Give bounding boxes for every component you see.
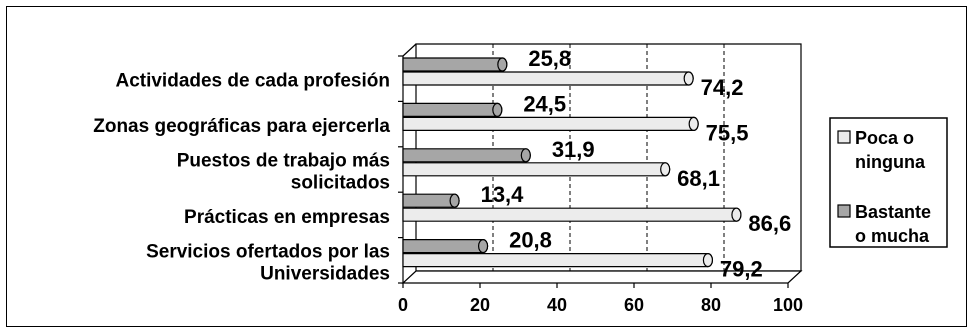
legend-swatch xyxy=(837,204,851,218)
data-label: 68,1 xyxy=(677,166,720,191)
data-label: 24,5 xyxy=(523,91,566,116)
data-label: 20,8 xyxy=(509,228,552,253)
legend-label: Bastante xyxy=(855,202,931,222)
bar-cap xyxy=(731,207,742,222)
x-tick-label: 0 xyxy=(398,295,408,315)
legend-swatch xyxy=(837,130,851,144)
data-label: 79,2 xyxy=(720,257,763,282)
category-label: Prácticas en empresas xyxy=(184,207,390,228)
bar xyxy=(402,71,694,86)
data-label: 75,5 xyxy=(706,120,749,145)
bar xyxy=(402,162,671,177)
x-tick-label: 40 xyxy=(547,295,567,315)
bar xyxy=(402,253,714,268)
category-label: Puestos de trabajo más xyxy=(177,151,390,172)
plot-floor xyxy=(401,270,803,284)
category-label: Zonas geográficas para ejercerla xyxy=(93,116,390,137)
bar-cap xyxy=(477,239,489,254)
x-tick-label: 20 xyxy=(470,295,490,315)
bar-cap xyxy=(492,102,503,118)
bar xyxy=(402,116,699,131)
bar xyxy=(402,148,531,163)
bar-cap xyxy=(660,162,671,177)
bar-cap xyxy=(702,253,714,268)
category-label: solicitados xyxy=(291,173,390,194)
category-label: Servicios ofertados por las xyxy=(146,241,390,262)
category-label: Universidades xyxy=(260,263,390,284)
legend-label: o mucha xyxy=(855,226,930,246)
data-label: 13,4 xyxy=(481,182,525,207)
bar-cap xyxy=(688,116,699,132)
data-label: 31,9 xyxy=(552,137,595,162)
bar-cap xyxy=(520,148,531,163)
bar-cap xyxy=(683,71,694,86)
data-label: 74,2 xyxy=(701,75,744,100)
data-label: 25,8 xyxy=(528,46,571,71)
category-label: Actividades de cada profesión xyxy=(115,71,390,92)
data-label: 86,6 xyxy=(748,211,791,236)
bar xyxy=(402,102,503,117)
y-axis-depth-line xyxy=(402,43,417,57)
legend-label: Poca o xyxy=(855,128,914,148)
bar xyxy=(402,57,508,72)
bar-cap xyxy=(497,57,508,72)
bar-cap xyxy=(449,193,460,208)
x-tick-label: 100 xyxy=(773,295,803,315)
x-tick-label: 80 xyxy=(701,295,721,315)
bar xyxy=(402,239,489,254)
bar xyxy=(402,207,742,222)
x-tick-label: 60 xyxy=(624,295,644,315)
legend-label: ninguna xyxy=(855,152,926,172)
